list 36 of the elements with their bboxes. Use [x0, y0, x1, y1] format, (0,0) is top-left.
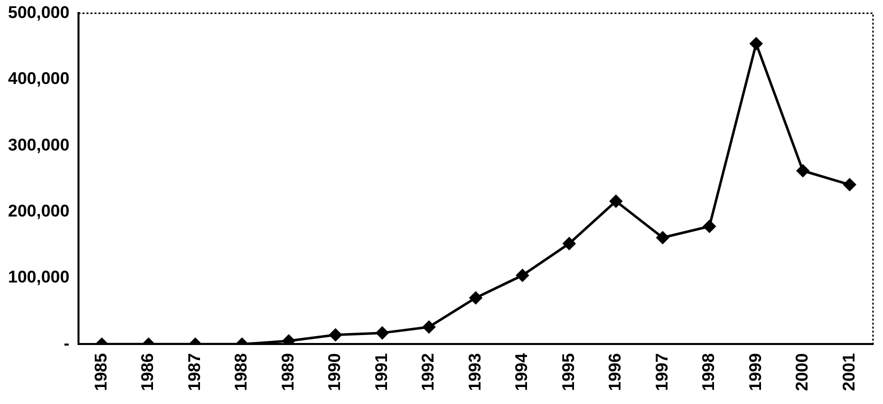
point — [516, 269, 529, 282]
x-tick-label: 1986 — [138, 353, 158, 392]
point — [656, 231, 669, 244]
y-tick-label: 300,000 — [8, 135, 70, 154]
x-tick-label: 1998 — [699, 353, 718, 392]
x-tick-label: 1993 — [465, 353, 484, 392]
x-tick-label: 1987 — [184, 353, 204, 392]
x-tick-label: 1985 — [92, 353, 111, 392]
x-tick-label: 1991 — [372, 353, 391, 392]
x-tick-label: 2001 — [839, 353, 858, 392]
y-tick-label: - — [64, 334, 70, 353]
point — [750, 37, 762, 50]
point — [562, 237, 576, 250]
y-tick-label: 500,000 — [8, 2, 70, 22]
point — [422, 320, 436, 334]
point — [329, 328, 342, 342]
point — [610, 194, 622, 208]
x-tick-label: 1988 — [232, 353, 251, 392]
y-tick-label: 100,000 — [8, 268, 70, 287]
point — [469, 292, 482, 304]
x-tick-label: 2000 — [792, 353, 812, 392]
x-tick-label: 1997 — [652, 353, 672, 392]
x-tick-label: 1995 — [558, 353, 578, 392]
point — [796, 164, 810, 177]
point — [282, 334, 296, 344]
y-tick-label: 400,000 — [8, 69, 70, 88]
point — [376, 326, 388, 340]
y-tick-label: 200,000 — [8, 201, 70, 220]
x-tick-label: 1992 — [418, 353, 438, 392]
x-tick-label: 1989 — [278, 353, 298, 392]
point — [843, 178, 856, 191]
x-tick-label: 1994 — [512, 352, 532, 392]
point — [703, 220, 716, 233]
x-tick-label: 1990 — [325, 353, 344, 392]
x-tick-label: 1996 — [606, 353, 625, 392]
x-tick-label: 1999 — [746, 353, 765, 392]
